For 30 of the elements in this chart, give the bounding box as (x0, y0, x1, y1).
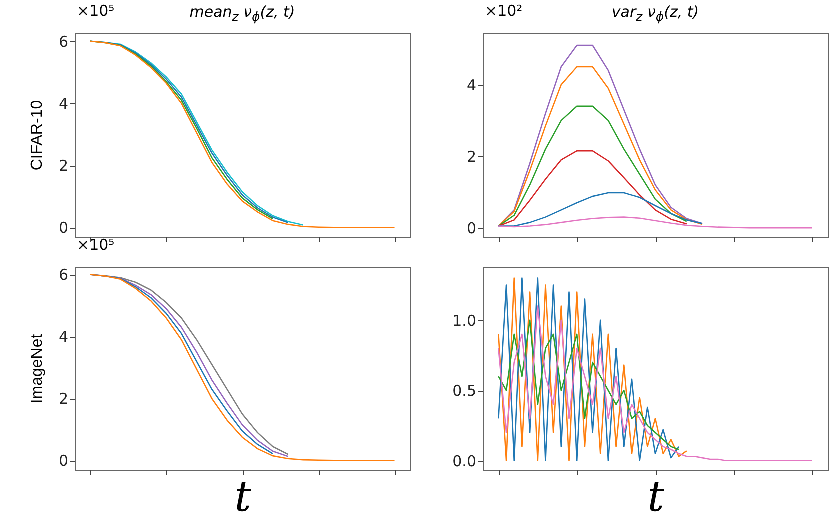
line-series (90, 274, 396, 462)
y-tick-label: 4 (58, 328, 68, 346)
y-axis-title: CIFAR-10 (28, 100, 46, 171)
annotation: ×10⁵ (77, 236, 115, 254)
line-series (498, 106, 688, 227)
x-axis-title: t (234, 472, 252, 521)
y-tick-label: 1.0 (452, 312, 476, 330)
y-tick-label: 0 (58, 219, 68, 238)
y-tick-label: 2 (466, 148, 476, 166)
y-tick-label: 0 (466, 220, 476, 238)
y-tick-label: 6 (58, 32, 68, 51)
line-series (498, 150, 688, 227)
y-tick-label: 0.5 (452, 382, 476, 400)
y-tick-label: 2 (58, 157, 68, 176)
y-tick-label: 4 (58, 94, 68, 113)
y-tick-label: 0 (58, 452, 68, 470)
y-tick-label: 2 (58, 390, 68, 408)
text: ×10² (485, 2, 523, 20)
y-tick-label: 6 (58, 266, 68, 284)
chart-title: mean$_{z}$ ν$_{ϕ}$(z, t) (190, 3, 296, 24)
y-tick-label: 0.0 (452, 452, 476, 470)
chart-title: var$_{z}$ ν$_{ϕ}$(z, t) (612, 3, 700, 24)
line-series (498, 306, 813, 462)
y-axis-title: ImageNet (28, 334, 46, 404)
text: ×10⁵ (77, 2, 115, 20)
line-series (498, 216, 813, 229)
line-series (90, 40, 396, 228)
x-axis-title: t (648, 472, 665, 521)
y-tick-label: 4 (466, 76, 476, 94)
line-series (498, 320, 680, 450)
